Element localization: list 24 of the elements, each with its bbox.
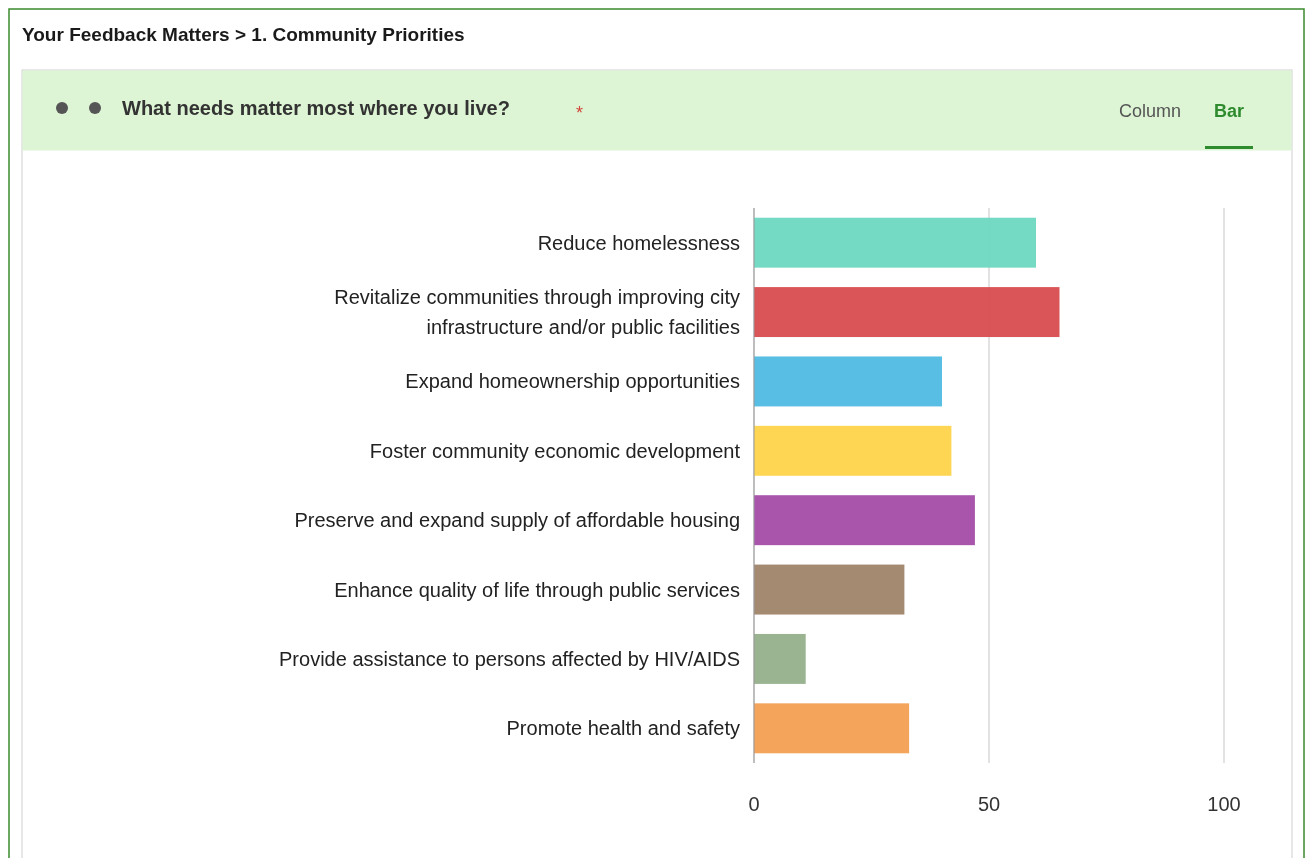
y-tick-label: Revitalize communities through improving city infrastructure and/or public facilities bbox=[334, 286, 740, 339]
bar bbox=[754, 425, 952, 476]
bar bbox=[754, 356, 942, 407]
y-tick-label: Provide assistance to persons affected by HIV/AIDS bbox=[279, 647, 740, 670]
x-tick-label: 0 bbox=[748, 793, 760, 815]
y-tick-label: Preserve and expand supply of affordable housing bbox=[294, 509, 740, 532]
bar bbox=[754, 217, 1036, 268]
bar bbox=[754, 703, 910, 754]
bar bbox=[754, 287, 1060, 338]
x-tick-label: 50 bbox=[977, 793, 1001, 815]
text: Bar bbox=[1213, 101, 1245, 121]
text: Column bbox=[1118, 101, 1182, 121]
text: What needs matter most where you live? bbox=[122, 97, 510, 119]
text: Your Feedback Matters > 1. Community Priorities bbox=[22, 24, 465, 45]
y-tick-label: Expand homeownership opportunities bbox=[405, 370, 740, 393]
bar bbox=[754, 564, 905, 615]
x-tick-label: 100 bbox=[1207, 793, 1241, 815]
bar bbox=[754, 495, 975, 546]
y-tick-label: Promote health and safety bbox=[506, 717, 740, 740]
y-tick-label: Enhance quality of life through public services bbox=[334, 578, 740, 601]
y-tick-label: Reduce homelessness bbox=[537, 231, 740, 254]
bar bbox=[754, 633, 806, 684]
text: * bbox=[576, 103, 584, 123]
y-tick-label: Foster community economic development bbox=[369, 439, 741, 462]
